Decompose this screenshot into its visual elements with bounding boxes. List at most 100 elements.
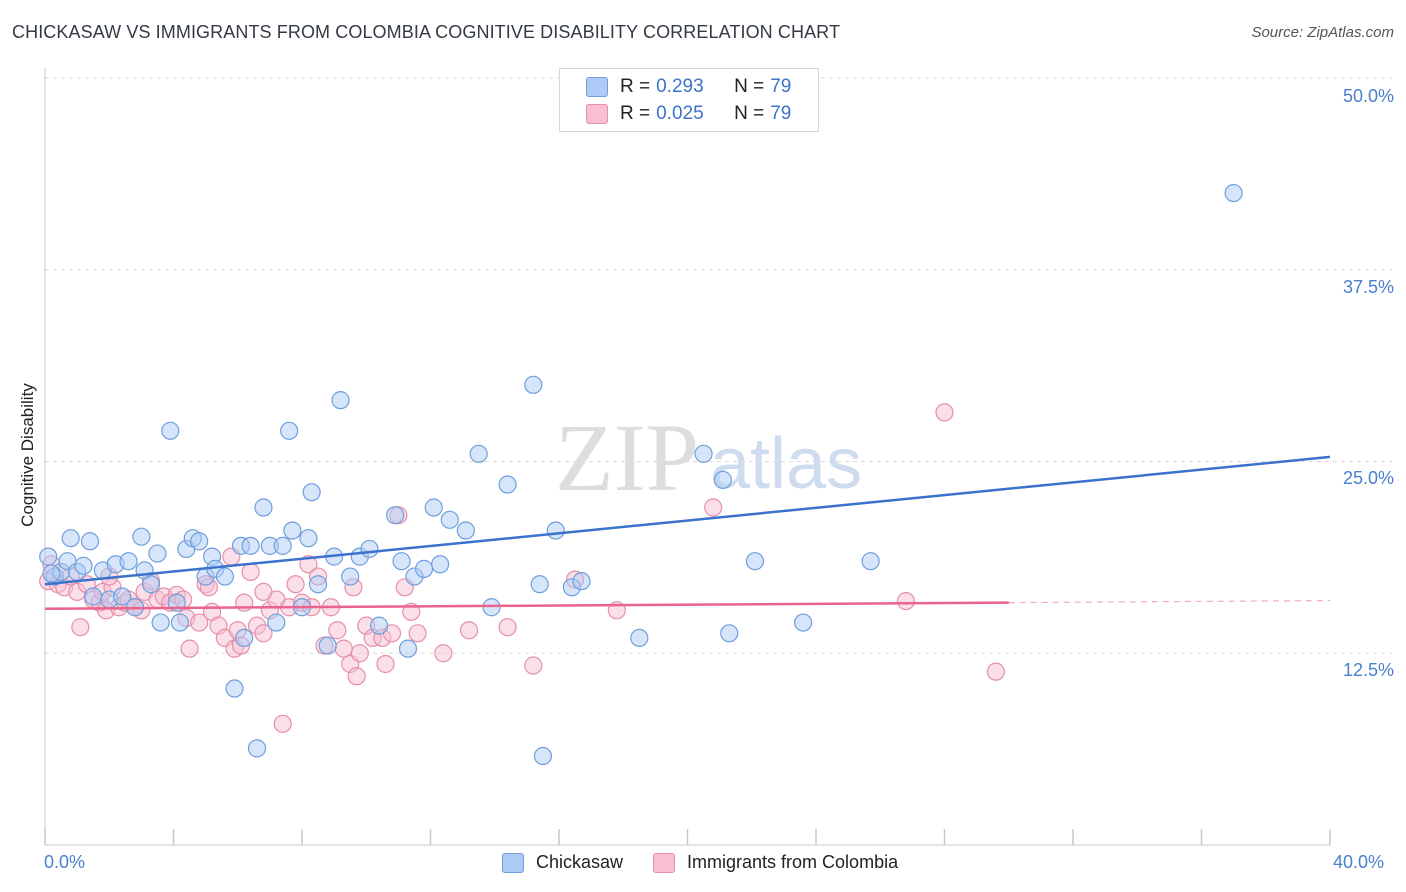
colombia-point [299, 555, 318, 574]
y-tick-label: 25.0% [1342, 468, 1394, 488]
chickasaw-point [148, 544, 167, 563]
chickasaw-point [141, 575, 161, 594]
chickasaw-point [1224, 183, 1243, 203]
legend-label-colombia: Immigrants from Colombia [687, 852, 899, 872]
chickasaw-point [398, 639, 418, 658]
legend-row-chickasaw: R = 0.293 N = 79 [560, 74, 791, 100]
source-label: Source: ZipAtlas.com [1251, 24, 1394, 41]
chickasaw-point [299, 529, 318, 548]
legend-n-label: N = [734, 76, 765, 97]
colombia-point [498, 618, 517, 637]
chickasaw-point [318, 636, 337, 655]
axes [44, 68, 1331, 846]
chickasaw-point [861, 552, 880, 571]
chickasaw-point [280, 421, 299, 440]
colombia-point [180, 639, 199, 658]
chickasaw-point [424, 498, 443, 517]
chickasaw-point [74, 556, 93, 575]
y-tick-label: 50.0% [1342, 86, 1394, 106]
chickasaw-point [247, 739, 267, 758]
chickasaw-point [794, 613, 813, 632]
colombia-point [71, 618, 90, 637]
y-axis-label: Cognitive Disability [18, 383, 37, 527]
series-chickasaw-points [39, 183, 1243, 766]
chickasaw-point [431, 555, 450, 574]
chickasaw-point [630, 628, 649, 648]
chickasaw-point [161, 421, 180, 440]
chickasaw-point [360, 539, 379, 559]
chickasaw-point [84, 587, 103, 606]
colombia-point [286, 575, 305, 594]
chickasaw-point [546, 521, 565, 540]
chickasaw-point [302, 483, 321, 502]
colombia-point [459, 621, 479, 640]
chickasaw-point [440, 510, 459, 529]
chickasaw-point [80, 532, 100, 551]
legend-label-chickasaw: Chickasaw [536, 852, 624, 872]
colombia-trend-extension [1008, 599, 1331, 604]
x-tick-label-max: 40.0% [1333, 852, 1385, 872]
colombia-point [334, 639, 353, 658]
watermark: ZIP atlas [555, 404, 862, 511]
chickasaw-point [151, 613, 170, 632]
colombia-point [524, 656, 543, 675]
legend-n-label: N = [734, 103, 765, 124]
watermark-atlas: atlas [710, 424, 862, 504]
watermark-zip: ZIP [555, 404, 699, 511]
chickasaw-point [132, 527, 151, 546]
chickasaw-point [241, 536, 260, 555]
chickasaw-point [42, 564, 61, 583]
chickasaw-point [61, 529, 80, 548]
legend-item-chickasaw[interactable]: Chickasaw [502, 852, 623, 873]
colombia-point [190, 613, 209, 632]
chickasaw-point [370, 616, 389, 635]
chickasaw-point [533, 746, 553, 766]
colombia-point [434, 644, 453, 663]
chickasaw-point [39, 547, 58, 566]
chickasaw-point [112, 587, 132, 606]
chickasaw-point [283, 521, 302, 540]
colombia-point [350, 644, 369, 663]
chickasaw-point [386, 506, 405, 525]
chickasaw-point [469, 444, 488, 463]
chickasaw-point [215, 567, 234, 586]
colombia-point [896, 591, 916, 611]
y-tick-label: 12.5% [1342, 660, 1394, 680]
chickasaw-point [341, 567, 360, 586]
chickasaw-point [456, 521, 475, 540]
chickasaw-point [524, 375, 543, 394]
stats-legend: R = 0.293 N = 79 R = 0.025 N = 79 [559, 68, 819, 132]
chickasaw-point [498, 475, 517, 494]
x-tick-label-min: 0.0% [44, 852, 86, 872]
colombia-point [935, 403, 954, 422]
chickasaw-point [190, 532, 209, 551]
chickasaw-point [331, 391, 350, 410]
legend-item-colombia[interactable]: Immigrants from Colombia [653, 852, 898, 873]
colombia-point [254, 582, 273, 601]
chickasaw-point [745, 552, 765, 571]
chickasaw-point [267, 613, 286, 632]
chickasaw-point [572, 572, 591, 591]
chickasaw-point [273, 536, 292, 555]
legend-r-value: 0.293 [656, 76, 704, 97]
legend-n-value: 79 [770, 76, 792, 97]
chickasaw-point [482, 598, 501, 617]
chickasaw-point [713, 470, 732, 490]
legend-n-value: 79 [770, 103, 792, 124]
trend-lines [44, 455, 1331, 611]
colombia-point [273, 714, 292, 733]
chickasaw-point [254, 498, 273, 517]
colombia-point [328, 621, 347, 640]
chickasaw-point [694, 444, 713, 463]
colombia-trend-line [44, 601, 1009, 611]
legend-swatch-blue [502, 852, 524, 873]
colombia-point [347, 667, 366, 686]
chickasaw-point [225, 679, 244, 698]
chickasaw-point [170, 613, 190, 632]
chickasaw-trend-line [44, 455, 1331, 586]
legend-swatch-pink [653, 852, 676, 873]
chickasaw-point [119, 552, 138, 571]
colombia-point [986, 662, 1006, 681]
chickasaw-point [235, 628, 254, 648]
